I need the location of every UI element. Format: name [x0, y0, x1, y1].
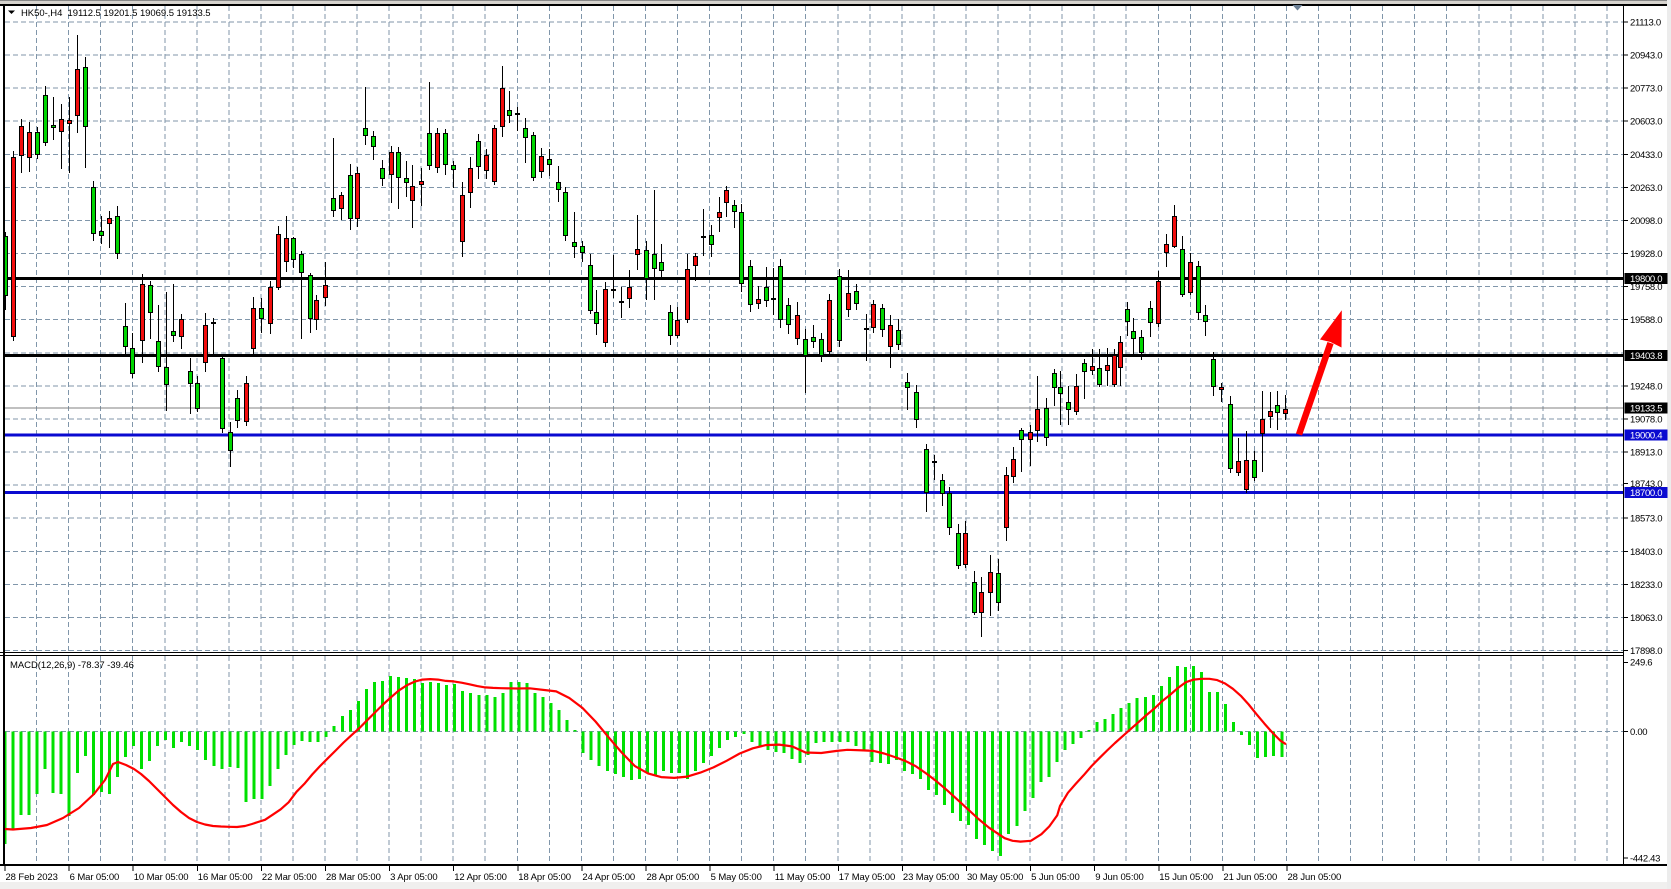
svg-text:18700.0: 18700.0 — [1630, 488, 1662, 499]
svg-text:16 Mar 05:00: 16 Mar 05:00 — [198, 872, 253, 883]
svg-text:HK50-,H4 19112.5 19201.5 1906: HK50-,H4 19112.5 19201.5 19069.5 19133.5 — [21, 8, 211, 19]
svg-text:28 Feb 2023: 28 Feb 2023 — [6, 872, 58, 883]
svg-text:18 Apr 05:00: 18 Apr 05:00 — [518, 872, 571, 883]
svg-text:28 Mar 05:00: 28 Mar 05:00 — [326, 872, 381, 883]
svg-text:11 May 05:00: 11 May 05:00 — [775, 872, 831, 883]
svg-text:19403.8: 19403.8 — [1630, 351, 1662, 362]
svg-text:28 Apr 05:00: 28 Apr 05:00 — [647, 872, 700, 883]
svg-text:10 Mar 05:00: 10 Mar 05:00 — [134, 872, 189, 883]
svg-text:3 Apr 05:00: 3 Apr 05:00 — [390, 872, 438, 883]
svg-text:17898.0: 17898.0 — [1630, 646, 1662, 657]
svg-text:23 May 05:00: 23 May 05:00 — [903, 872, 959, 883]
svg-text:19078.0: 19078.0 — [1630, 415, 1662, 426]
svg-text:5 Jun 05:00: 5 Jun 05:00 — [1031, 872, 1080, 883]
svg-text:18573.0: 18573.0 — [1630, 514, 1662, 525]
svg-text:18233.0: 18233.0 — [1630, 580, 1662, 591]
svg-text:20098.0: 20098.0 — [1630, 216, 1662, 227]
svg-text:19800.0: 19800.0 — [1630, 274, 1662, 285]
svg-text:-442.43: -442.43 — [1630, 854, 1660, 865]
svg-text:17 May 05:00: 17 May 05:00 — [839, 872, 895, 883]
svg-text:9 Jun 05:00: 9 Jun 05:00 — [1095, 872, 1144, 883]
svg-text:21 Jun 05:00: 21 Jun 05:00 — [1223, 872, 1277, 883]
svg-text:19133.5: 19133.5 — [1630, 404, 1662, 415]
svg-text:20773.0: 20773.0 — [1630, 84, 1662, 95]
svg-text:18743.0: 18743.0 — [1630, 479, 1662, 490]
svg-text:15 Jun 05:00: 15 Jun 05:00 — [1159, 872, 1213, 883]
svg-text:30 May 05:00: 30 May 05:00 — [967, 872, 1023, 883]
svg-text:19928.0: 19928.0 — [1630, 249, 1662, 260]
svg-text:19758.0: 19758.0 — [1630, 282, 1662, 293]
svg-text:20433.0: 20433.0 — [1630, 150, 1662, 161]
svg-text:21113.0: 21113.0 — [1630, 18, 1661, 29]
svg-text:20603.0: 20603.0 — [1630, 117, 1662, 128]
svg-text:22 Mar 05:00: 22 Mar 05:00 — [262, 872, 317, 883]
svg-text:MACD(12,26,9) -78.37 -39.46: MACD(12,26,9) -78.37 -39.46 — [10, 660, 134, 671]
svg-text:12 Apr 05:00: 12 Apr 05:00 — [454, 872, 507, 883]
svg-text:19248.0: 19248.0 — [1630, 381, 1662, 392]
svg-text:28 Jun 05:00: 28 Jun 05:00 — [1288, 872, 1342, 883]
svg-text:18063.0: 18063.0 — [1630, 613, 1662, 624]
svg-text:6 Mar 05:00: 6 Mar 05:00 — [70, 872, 120, 883]
svg-text:20943.0: 20943.0 — [1630, 51, 1662, 62]
svg-text:20263.0: 20263.0 — [1630, 183, 1662, 194]
svg-text:24 Apr 05:00: 24 Apr 05:00 — [582, 872, 635, 883]
svg-text:18403.0: 18403.0 — [1630, 547, 1662, 558]
svg-text:0.00: 0.00 — [1630, 727, 1647, 738]
svg-text:249.6: 249.6 — [1630, 658, 1652, 669]
svg-text:18913.0: 18913.0 — [1630, 448, 1662, 459]
svg-text:5 May 05:00: 5 May 05:00 — [711, 872, 762, 883]
svg-text:19588.0: 19588.0 — [1630, 315, 1662, 326]
svg-text:19000.4: 19000.4 — [1630, 431, 1662, 442]
